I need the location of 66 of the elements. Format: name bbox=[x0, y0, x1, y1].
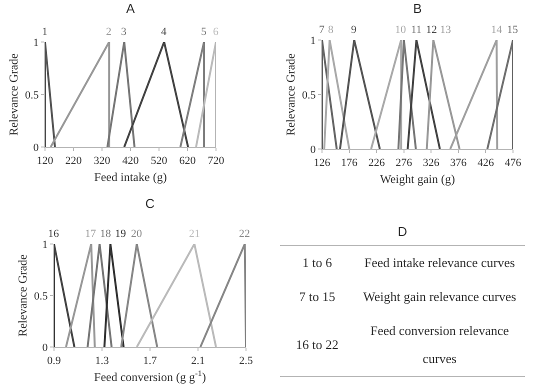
x-tick-label: 476 bbox=[504, 157, 522, 170]
x-tick-label: 0.9 bbox=[47, 355, 62, 368]
text: D bbox=[396, 224, 408, 239]
x-tick-label: 2.5 bbox=[239, 355, 254, 368]
x-tick-label: 520 bbox=[150, 155, 168, 168]
series-label: 16 bbox=[48, 228, 60, 240]
x-tick-label: 276 bbox=[396, 157, 413, 170]
text: 7 to 15 bbox=[298, 288, 336, 306]
x-tick-label: 176 bbox=[341, 157, 358, 170]
series-label: 18 bbox=[100, 228, 112, 240]
x-tick-label: 420 bbox=[122, 155, 140, 168]
y-axis-title: Relevance Grade bbox=[283, 53, 298, 136]
series-label: 21 bbox=[189, 228, 200, 240]
y-tick-label: 0 bbox=[42, 342, 48, 354]
series-label: 15 bbox=[507, 24, 518, 36]
y-tick-label: 0.5 bbox=[34, 290, 48, 302]
x-axis-title: Weight gain (g) bbox=[380, 172, 456, 186]
y-axis-title: Relevance Grade bbox=[6, 53, 20, 136]
y-tick-label: 0 bbox=[33, 142, 40, 154]
chart-title: B bbox=[413, 1, 422, 16]
text: 1 to 6 bbox=[301, 254, 333, 272]
series-label: 2 bbox=[106, 26, 112, 38]
x-tick-label: 120 bbox=[36, 155, 54, 168]
series-label: 5 bbox=[201, 26, 207, 38]
y-tick-label: 0.5 bbox=[25, 89, 40, 102]
x-tick-label: 126 bbox=[314, 157, 331, 170]
series-label: 8 bbox=[328, 24, 334, 36]
x-tick-label: 2.1 bbox=[191, 355, 205, 368]
series-label: 11 bbox=[411, 24, 422, 36]
x-tick-label: 1.7 bbox=[143, 355, 158, 368]
y-tick-label: 1 bbox=[33, 36, 39, 49]
series-label: 19 bbox=[115, 228, 126, 240]
series-label: 7 bbox=[319, 24, 325, 36]
series-label: 14 bbox=[491, 24, 502, 36]
series-label: 10 bbox=[395, 24, 406, 36]
series-label: 22 bbox=[239, 228, 250, 240]
x-tick-label: 620 bbox=[179, 155, 196, 168]
y-axis-title: Relevance Grade bbox=[15, 254, 30, 337]
x-tick-label: 720 bbox=[208, 155, 225, 168]
text: Feed intake relevance curves bbox=[363, 254, 516, 272]
y-tick-label: 1 bbox=[42, 238, 48, 251]
series-label: 3 bbox=[121, 26, 127, 38]
series-label: 4 bbox=[161, 26, 167, 38]
series-label: 6 bbox=[213, 26, 219, 38]
chart-title: A bbox=[126, 1, 136, 16]
x-tick-label: 326 bbox=[422, 157, 440, 170]
text: Weight gain relevance curves bbox=[362, 288, 518, 306]
series-label: 9 bbox=[351, 24, 357, 36]
x-axis-title: Feed intake (g) bbox=[94, 170, 167, 184]
x-tick-label: 226 bbox=[368, 157, 386, 170]
text: 16 to 22 bbox=[294, 336, 340, 354]
chart-title: C bbox=[145, 196, 155, 211]
x-axis-title: Feed conversion (g g$^{-1}$) bbox=[94, 369, 206, 384]
y-tick-label: 0.5 bbox=[302, 89, 316, 102]
x-tick-label: 1.3 bbox=[95, 355, 110, 368]
series-label: 13 bbox=[440, 24, 452, 36]
x-tick-label: 320 bbox=[94, 155, 111, 168]
y-tick-label: 0 bbox=[310, 144, 316, 156]
x-tick-label: 426 bbox=[477, 157, 494, 170]
series-label: 12 bbox=[426, 24, 437, 36]
x-tick-label: 220 bbox=[65, 155, 82, 168]
x-tick-label: 376 bbox=[450, 157, 468, 170]
y-tick-label: 1 bbox=[310, 34, 316, 47]
text: Feed conversion relevance curves bbox=[369, 322, 510, 368]
series-label: 17 bbox=[85, 228, 96, 240]
series-label: 20 bbox=[131, 228, 142, 240]
